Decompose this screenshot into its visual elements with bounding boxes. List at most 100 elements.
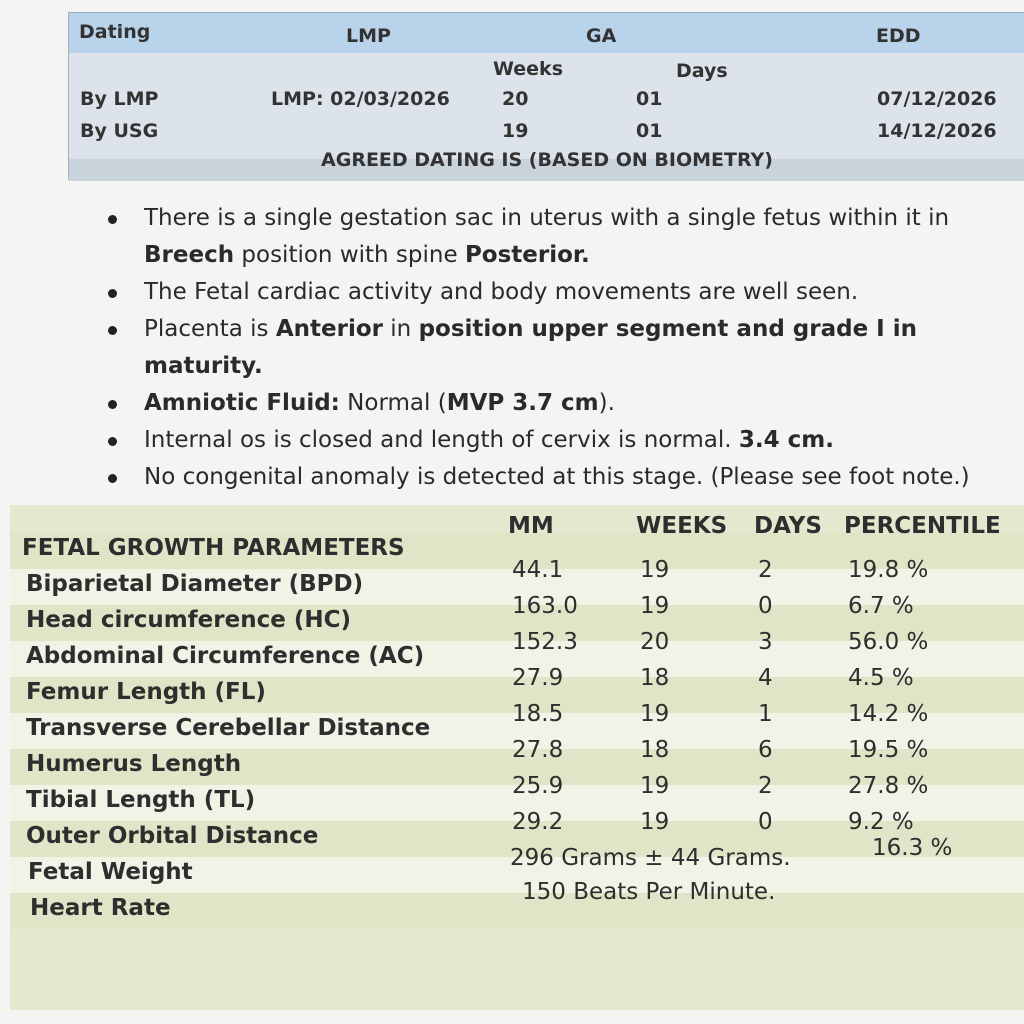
finding-text: There is a single gestation sac in uteru… [144,205,950,231]
parameter-value: 1 [758,701,773,727]
parameter-value: 3 [758,629,773,655]
finding-text: position with spine [234,242,465,268]
row-stripe [10,533,1024,569]
row-stripe [10,821,1024,857]
dating-header-cell: LMP [346,25,391,47]
dating-table: Dating LMP GA EDD Weeks Days By LMP LMP: 02/03/… [68,12,1024,181]
finding-text: Posterior. [464,242,590,268]
fetal-weight-value: 296 Grams ± 44 Grams. [510,845,791,871]
dating-subheader-cell: Weeks [493,58,563,80]
dating-cell: 14/12/2026 [877,120,997,142]
growth-header-cell: WEEKS [636,513,728,539]
dating-cell: 19 [502,120,529,142]
parameter-value: 56.0 % [848,629,929,655]
parameter-value: 0 [758,809,773,835]
parameter-value: 19 [640,809,670,835]
parameter-value: 27.8 % [848,773,929,799]
growth-header-cell: MM [508,513,554,539]
finding: No congenital anomaly is detected at thi… [100,459,1024,496]
row-stripe [10,893,1024,929]
parameter-name: Outer Orbital Distance [26,823,319,849]
parameter-value: 163.0 [512,593,578,619]
finding-text: Breech [144,242,235,268]
row-stripe [10,785,1024,821]
finding-text: ). [598,390,615,416]
dating-cell: 20 [502,88,529,110]
dating-subheader-cell: Days [676,60,728,82]
row-stripe [10,641,1024,677]
fetal-weight-percentile: 16.3 % [872,835,953,861]
parameter-value: 2 [758,773,773,799]
dating-cell: 01 [636,88,663,110]
parameter-value: 18.5 [512,701,564,727]
row-stripe [10,569,1024,605]
growth-header-cell: PERCENTILE [844,513,1001,539]
dating-header-cell: GA [586,25,617,47]
parameter-value: 18 [640,737,670,763]
parameter-value: 25.9 [512,773,564,799]
finding: Internal os is closed and length of cerv… [100,422,1024,459]
dating-cell: By LMP [80,88,159,110]
parameter-value: 18 [640,665,670,691]
finding: There is a single gestation sac in uteru… [100,200,1024,274]
parameter-value: 19 [640,773,670,799]
parameter-value: 152.3 [512,629,578,655]
row-stripe [10,713,1024,749]
dating-footer-band [69,159,1024,181]
finding-text: No congenital anomaly is detected at thi… [144,464,970,490]
parameter-value: 19 [640,701,670,727]
parameter-value: 27.8 [512,737,564,763]
parameter-name: Heart Rate [30,895,171,921]
parameter-value: 29.2 [512,809,564,835]
finding-text: The Fetal cardiac activity and body move… [144,279,859,305]
dating-cell: By USG [80,120,159,142]
finding-text: Placenta is [144,316,276,342]
growth-header-cell: FETAL GROWTH PARAMETERS [22,535,405,561]
parameter-value: 27.9 [512,665,564,691]
findings-list: There is a single gestation sac in uteru… [100,200,1024,496]
parameter-value: 2 [758,557,773,583]
parameter-name: Abdominal Circumference (AC) [26,643,425,669]
finding-text: Normal ( [339,390,447,416]
dating-footer: AGREED DATING IS (BASED ON BIOMETRY) [321,149,773,171]
growth-table: FETAL GROWTH PARAMETERS MM WEEKS DAYS PERCEN… [10,505,1024,1010]
parameter-value: 19.5 % [848,737,929,763]
finding-text: Anterior [275,316,383,342]
parameter-value: 4 [758,665,773,691]
parameter-name: Head circumference (HC) [26,607,351,633]
finding: Placenta is Anterior in position upper s… [100,311,1024,385]
parameter-name: Femur Length (FL) [26,679,266,705]
finding-text: MVP 3.7 cm [446,390,599,416]
parameter-value: 19 [640,557,670,583]
finding-text: 3.4 cm. [738,427,835,453]
parameter-value: 6.7 % [848,593,914,619]
dating-cell: 07/12/2026 [877,88,997,110]
dating-header-cell: Dating [79,21,151,43]
parameter-value: 20 [640,629,670,655]
row-stripe [10,677,1024,713]
row-stripe [10,605,1024,641]
growth-header-cell: DAYS [754,513,822,539]
finding: The Fetal cardiac activity and body move… [100,274,1024,311]
parameter-value: 19.8 % [848,557,929,583]
parameter-value: 14.2 % [848,701,929,727]
parameter-value: 0 [758,593,773,619]
finding-text: Internal os is closed and length of cerv… [144,427,739,453]
finding-text: Amniotic Fluid: [144,390,340,416]
parameter-name: Tibial Length (TL) [26,787,256,813]
parameter-value: 19 [640,593,670,619]
row-stripe [10,857,1024,893]
finding-text: position upper segment and grade I in ma… [144,316,918,379]
finding-text: in [382,316,419,342]
dating-header-cell: EDD [876,25,921,47]
parameter-name: Transverse Cerebellar Distance [26,715,431,741]
parameter-value: 6 [758,737,773,763]
row-stripe [10,749,1024,785]
parameter-value: 44.1 [512,557,564,583]
parameter-value: 9.2 % [848,809,914,835]
dating-header-band [69,13,1024,53]
parameter-value: 4.5 % [848,665,914,691]
finding: Amniotic Fluid: Normal (MVP 3.7 cm). [100,385,1024,422]
dating-cell: 01 [636,120,663,142]
